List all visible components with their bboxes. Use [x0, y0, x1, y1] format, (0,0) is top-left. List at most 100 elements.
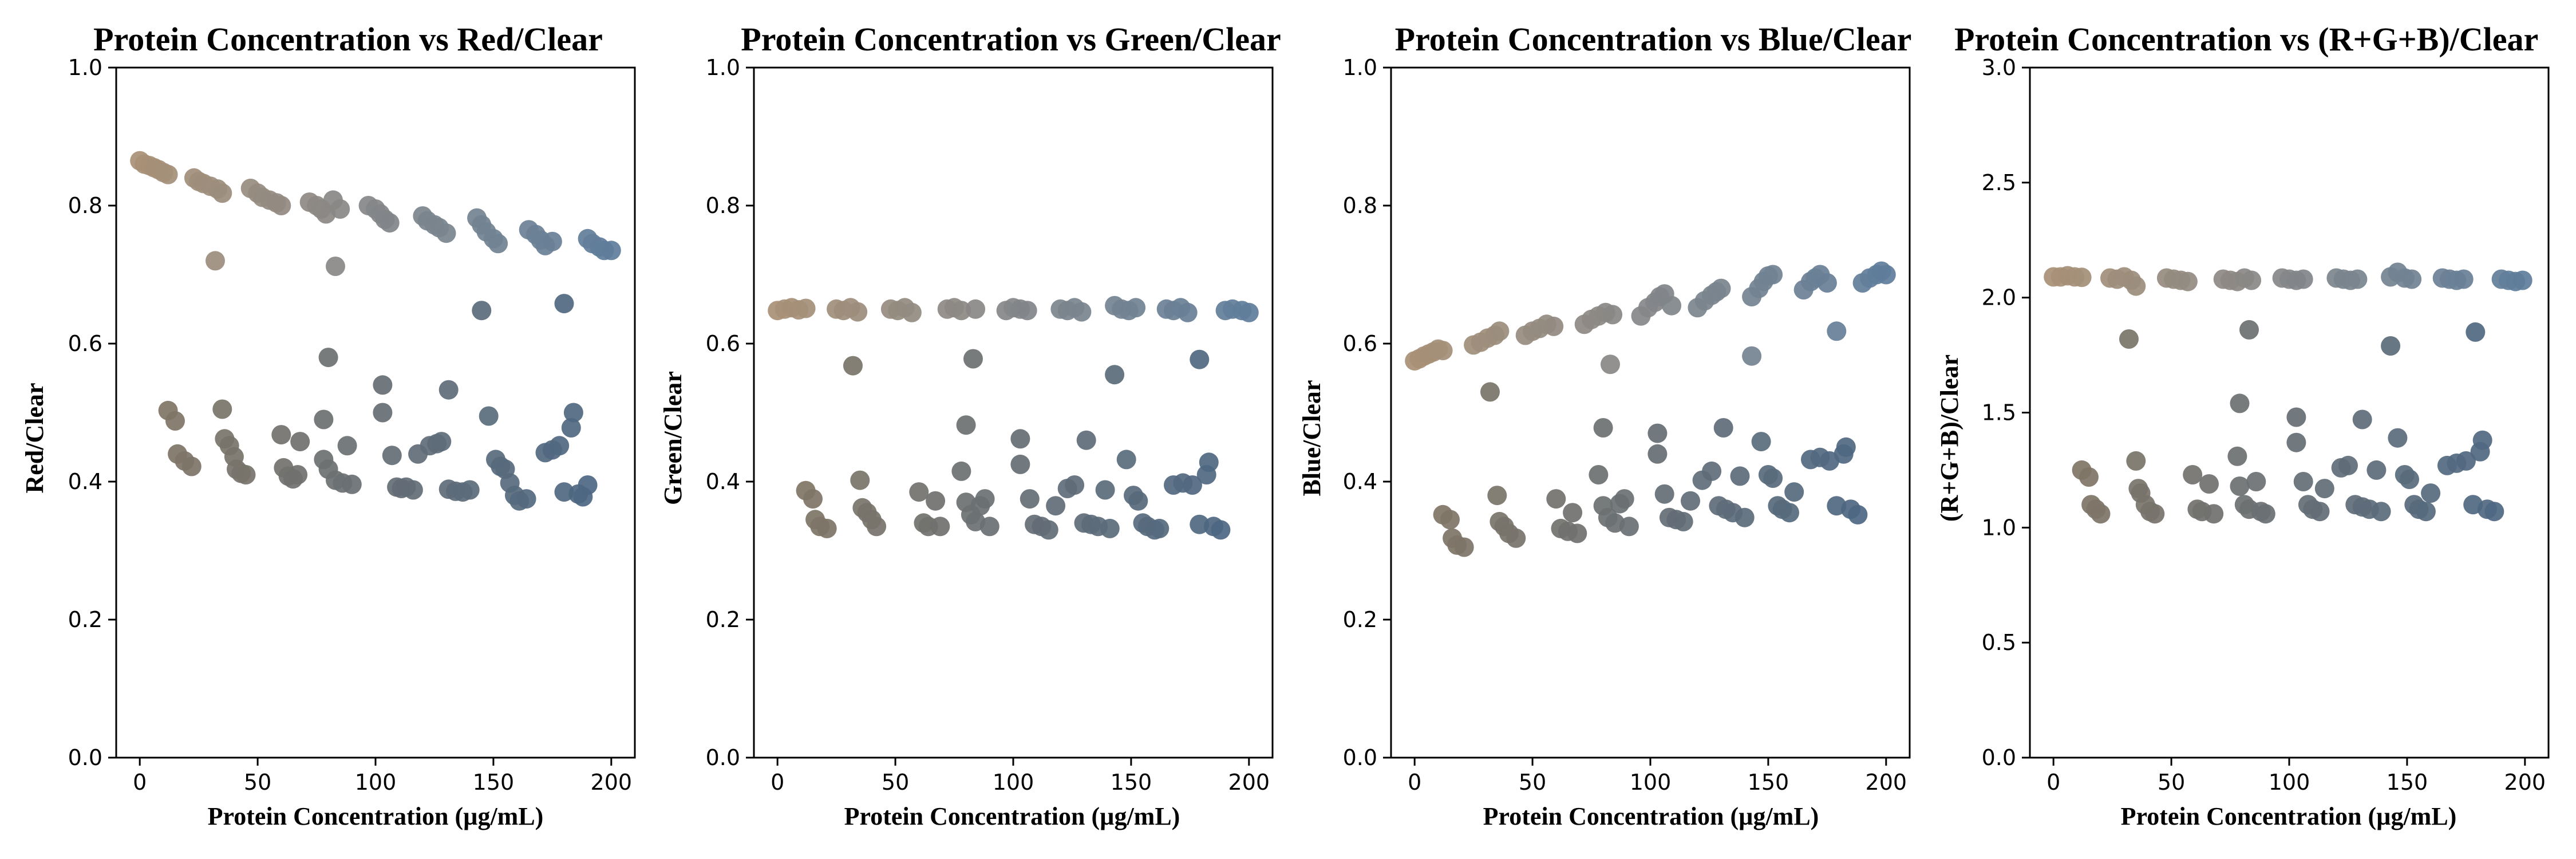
scatter-point [2512, 270, 2532, 290]
x-tick-label: 100 [2269, 770, 2310, 795]
y-tick-label: 2.0 [1982, 285, 2016, 310]
scatter-point [2453, 269, 2474, 289]
scatter-point [1673, 511, 1693, 531]
scatter-point [1702, 461, 1722, 481]
x-tick-label: 50 [244, 770, 271, 795]
scatter-point [1563, 503, 1583, 523]
scatter-point [330, 199, 350, 219]
scatter-point [803, 489, 823, 509]
subplot-green-clear: Protein Concentration vs Green/Clear Pro… [659, 21, 1281, 830]
scatter-point [2388, 428, 2408, 448]
scatter-point [438, 380, 459, 400]
scatter-point [2230, 393, 2250, 413]
scatter-point [1647, 444, 1668, 464]
scatter-point [1128, 491, 1148, 511]
scatter-point [2293, 472, 2313, 491]
x-tick-label: 200 [1866, 770, 1907, 795]
scatter-point [1742, 346, 1762, 366]
axis-ticks: 0 50 100 150 200 0.0 0.2 0.4 0.6 0.8 1.0 [68, 55, 633, 795]
x-tick-label: 100 [1630, 770, 1672, 795]
scatter-point [2119, 329, 2139, 349]
subplot-red-clear: Protein Concentration vs Red/Clear Prote… [21, 21, 636, 830]
scatter-point [2456, 451, 2476, 471]
scatter-point [1095, 480, 1115, 500]
scatter-point [848, 302, 868, 322]
scatter-point [2472, 430, 2492, 450]
scatter-point [1072, 302, 1092, 322]
scatter-point [1010, 429, 1030, 449]
scatter-point [488, 234, 508, 254]
scatter-point [902, 302, 922, 322]
scatter-point [796, 298, 816, 318]
x-tick-label: 200 [591, 770, 633, 795]
scatter-point [1116, 450, 1136, 470]
scatter-point [2416, 502, 2436, 522]
scatter-point [2183, 465, 2203, 484]
scatter-point [1065, 475, 1085, 495]
scatter-point [432, 432, 452, 452]
scatter-point [236, 465, 256, 484]
scatter-point [1046, 496, 1066, 516]
scatter-points [1405, 261, 1896, 557]
scatter-point [1662, 295, 1682, 316]
scatter-point [326, 257, 345, 276]
scatter-point [1735, 507, 1755, 527]
scatter-point [1601, 354, 1620, 375]
scatter-point [1433, 341, 1453, 361]
scatter-point [966, 299, 986, 319]
scatter-point [206, 251, 225, 271]
scatter-point [1190, 349, 1210, 369]
scatter-point [1487, 486, 1507, 506]
x-tick-label: 100 [993, 770, 1034, 795]
scatter-point [561, 418, 581, 438]
scatter-point [460, 480, 480, 500]
scatter-point [2072, 267, 2092, 287]
scatter-point [1178, 302, 1198, 322]
x-tick-label: 200 [1228, 770, 1270, 795]
scatter-point [956, 415, 976, 435]
subplot-title: Protein Concentration vs Red/Clear [93, 21, 603, 58]
scatter-point [2079, 467, 2099, 487]
scatter-point [1603, 305, 1623, 325]
scatter-point [2230, 476, 2250, 496]
scatter-point [1681, 491, 1700, 511]
scatter-point [1546, 489, 1566, 509]
axis-ticks: 0 50 100 150 200 0.0 0.2 0.4 0.6 0.8 1.0 [706, 55, 1270, 795]
scatter-point [2204, 504, 2224, 524]
scatter-point [542, 231, 562, 251]
scatter-point [975, 489, 995, 509]
x-axis-label: Protein Concentration (µg/mL) [208, 802, 544, 830]
subplot-title: Protein Concentration vs (R+G+B)/Clear [1954, 21, 2538, 58]
y-tick-label: 0.4 [706, 469, 740, 494]
scatter-point [2421, 483, 2441, 503]
y-tick-label: 2.5 [1982, 170, 2016, 195]
scatter-point [1654, 484, 1674, 504]
scatter-point [212, 399, 232, 419]
y-tick-label: 1.0 [706, 55, 740, 80]
scatter-points [2044, 262, 2532, 524]
scatter-point [601, 241, 621, 261]
y-tick-label: 1.0 [1982, 515, 2016, 540]
y-tick-label: 0.0 [1982, 745, 2016, 770]
scatter-point [2352, 409, 2372, 430]
scatter-point [1827, 321, 1847, 341]
y-tick-label: 0.8 [706, 193, 740, 218]
scatter-point [563, 403, 583, 423]
scatter-point [1183, 475, 1202, 495]
scatter-point [1100, 518, 1120, 538]
x-axis-label: Protein Concentration (µg/mL) [1483, 802, 1819, 830]
y-tick-label: 0.6 [1343, 331, 1377, 356]
y-tick-label: 0.2 [68, 607, 102, 632]
y-tick-label: 0.0 [1343, 745, 1377, 770]
y-tick-label: 0.0 [68, 745, 102, 770]
scatter-point [2242, 270, 2262, 290]
scatter-point [1751, 432, 1771, 452]
scatter-point [290, 432, 310, 452]
scatter-point [2286, 432, 2306, 452]
scatter-point [1713, 418, 1733, 438]
scatter-point [342, 474, 362, 494]
scatter-point [1149, 518, 1170, 538]
scatter-point [2286, 407, 2306, 427]
scatter-point [2381, 336, 2401, 356]
scatter-point [1126, 298, 1146, 318]
